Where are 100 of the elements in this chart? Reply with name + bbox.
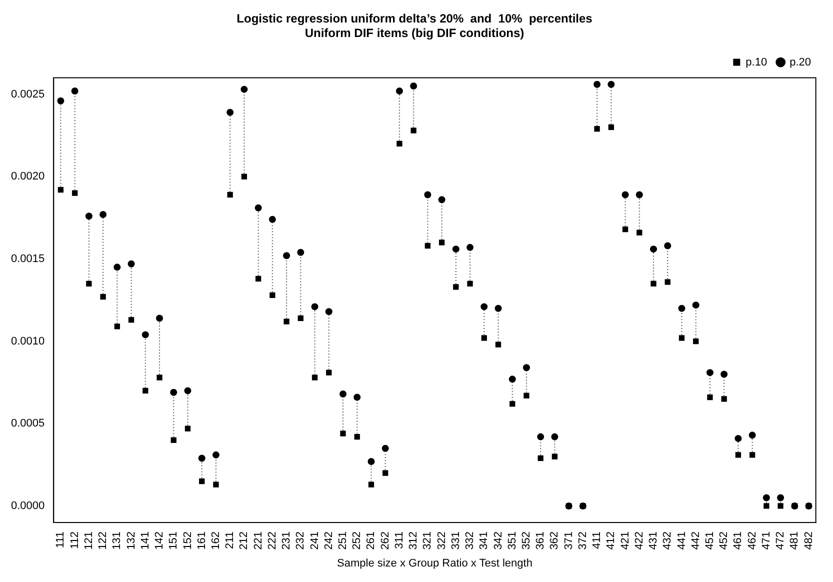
point <box>114 324 120 330</box>
point <box>284 318 290 324</box>
point <box>298 315 304 322</box>
point <box>396 140 402 146</box>
x-tick-label: 411 <box>591 531 604 549</box>
x-tick-label: 421 <box>619 531 632 550</box>
x-tick-label: 482 <box>802 531 815 550</box>
point <box>608 124 614 130</box>
point <box>382 444 389 452</box>
point <box>128 260 135 268</box>
point <box>326 370 332 376</box>
legend-label: p.10 <box>746 56 768 68</box>
point <box>170 388 178 396</box>
point <box>354 394 361 401</box>
point <box>170 437 176 443</box>
x-tick-label: 341 <box>478 531 490 550</box>
point <box>495 342 502 348</box>
chart-title: Logistic regression uniform delta’s 20% and 10% percentiles <box>236 12 593 26</box>
point <box>510 401 516 407</box>
point <box>522 364 530 372</box>
point <box>480 303 488 310</box>
point <box>481 335 487 341</box>
point <box>777 494 784 502</box>
point <box>453 284 459 290</box>
x-tick-label: 251 <box>337 531 350 550</box>
x-tick-label: 362 <box>548 531 561 550</box>
point <box>452 246 460 253</box>
x-tick-label: 152 <box>182 531 194 550</box>
x-tick-label: 241 <box>308 531 321 550</box>
point <box>494 304 502 312</box>
point <box>749 452 756 458</box>
x-tick-label: 122 <box>97 531 110 550</box>
point <box>85 212 92 220</box>
x-tick-label: 481 <box>788 531 801 550</box>
point <box>199 478 205 484</box>
point <box>382 470 388 476</box>
point <box>551 433 558 440</box>
x-tick-label: 212 <box>238 531 250 550</box>
x-tick-label: 372 <box>576 531 589 550</box>
x-tick-label: 422 <box>633 531 646 550</box>
x-tick-label: 132 <box>125 531 138 550</box>
x-tick-label: 471 <box>760 531 772 550</box>
point <box>142 331 149 338</box>
point <box>552 454 558 460</box>
point <box>524 392 530 398</box>
x-tick-label: 321 <box>422 531 434 550</box>
point <box>86 280 92 286</box>
x-tick-label: 431 <box>648 531 660 550</box>
x-tick-label: 211 <box>224 531 236 549</box>
y-tick-label: 0.0010 <box>10 335 45 348</box>
point <box>184 426 191 432</box>
point <box>764 503 770 509</box>
point <box>622 226 628 232</box>
x-tick-label: 452 <box>718 531 730 550</box>
point <box>467 280 473 286</box>
point <box>424 191 432 198</box>
x-tick-label: 432 <box>662 531 674 550</box>
point <box>100 210 107 218</box>
point <box>594 80 601 88</box>
x-tick-label: 161 <box>196 531 208 550</box>
point <box>706 369 714 376</box>
point <box>198 454 206 462</box>
point <box>396 87 403 94</box>
x-tick-label: 252 <box>351 531 364 550</box>
point <box>156 314 164 322</box>
point <box>156 374 162 380</box>
x-tick-label: 361 <box>534 531 547 550</box>
y-tick-label: 0.0005 <box>10 418 45 430</box>
point <box>368 458 375 466</box>
point <box>311 303 318 310</box>
point <box>650 280 656 286</box>
point <box>72 190 78 196</box>
x-tick-label: 442 <box>690 531 702 550</box>
x-tick-label: 131 <box>111 531 124 550</box>
x-tick-label: 231 <box>280 531 293 550</box>
point <box>537 433 544 440</box>
point <box>128 317 134 323</box>
point <box>325 308 332 316</box>
x-tick-label: 262 <box>379 531 392 550</box>
point <box>368 482 374 488</box>
x-axis-title: Sample size x Group Ratio x Test length <box>337 557 532 570</box>
x-tick-label: 141 <box>139 531 152 550</box>
point <box>594 126 600 132</box>
point <box>283 252 290 260</box>
point <box>312 374 318 380</box>
x-tick-label: 352 <box>520 531 533 550</box>
point <box>58 186 64 193</box>
point <box>608 80 615 88</box>
point <box>721 396 727 402</box>
x-tick-label: 232 <box>294 531 307 550</box>
point <box>466 244 474 251</box>
point <box>734 434 742 442</box>
x-tick-label: 311 <box>393 531 406 549</box>
point <box>226 108 234 116</box>
point <box>71 87 78 94</box>
x-tick-label: 221 <box>252 531 264 550</box>
point <box>778 503 784 509</box>
point <box>410 128 416 134</box>
x-tick-label: 151 <box>168 531 180 550</box>
y-tick-label: 0.0015 <box>10 252 45 265</box>
